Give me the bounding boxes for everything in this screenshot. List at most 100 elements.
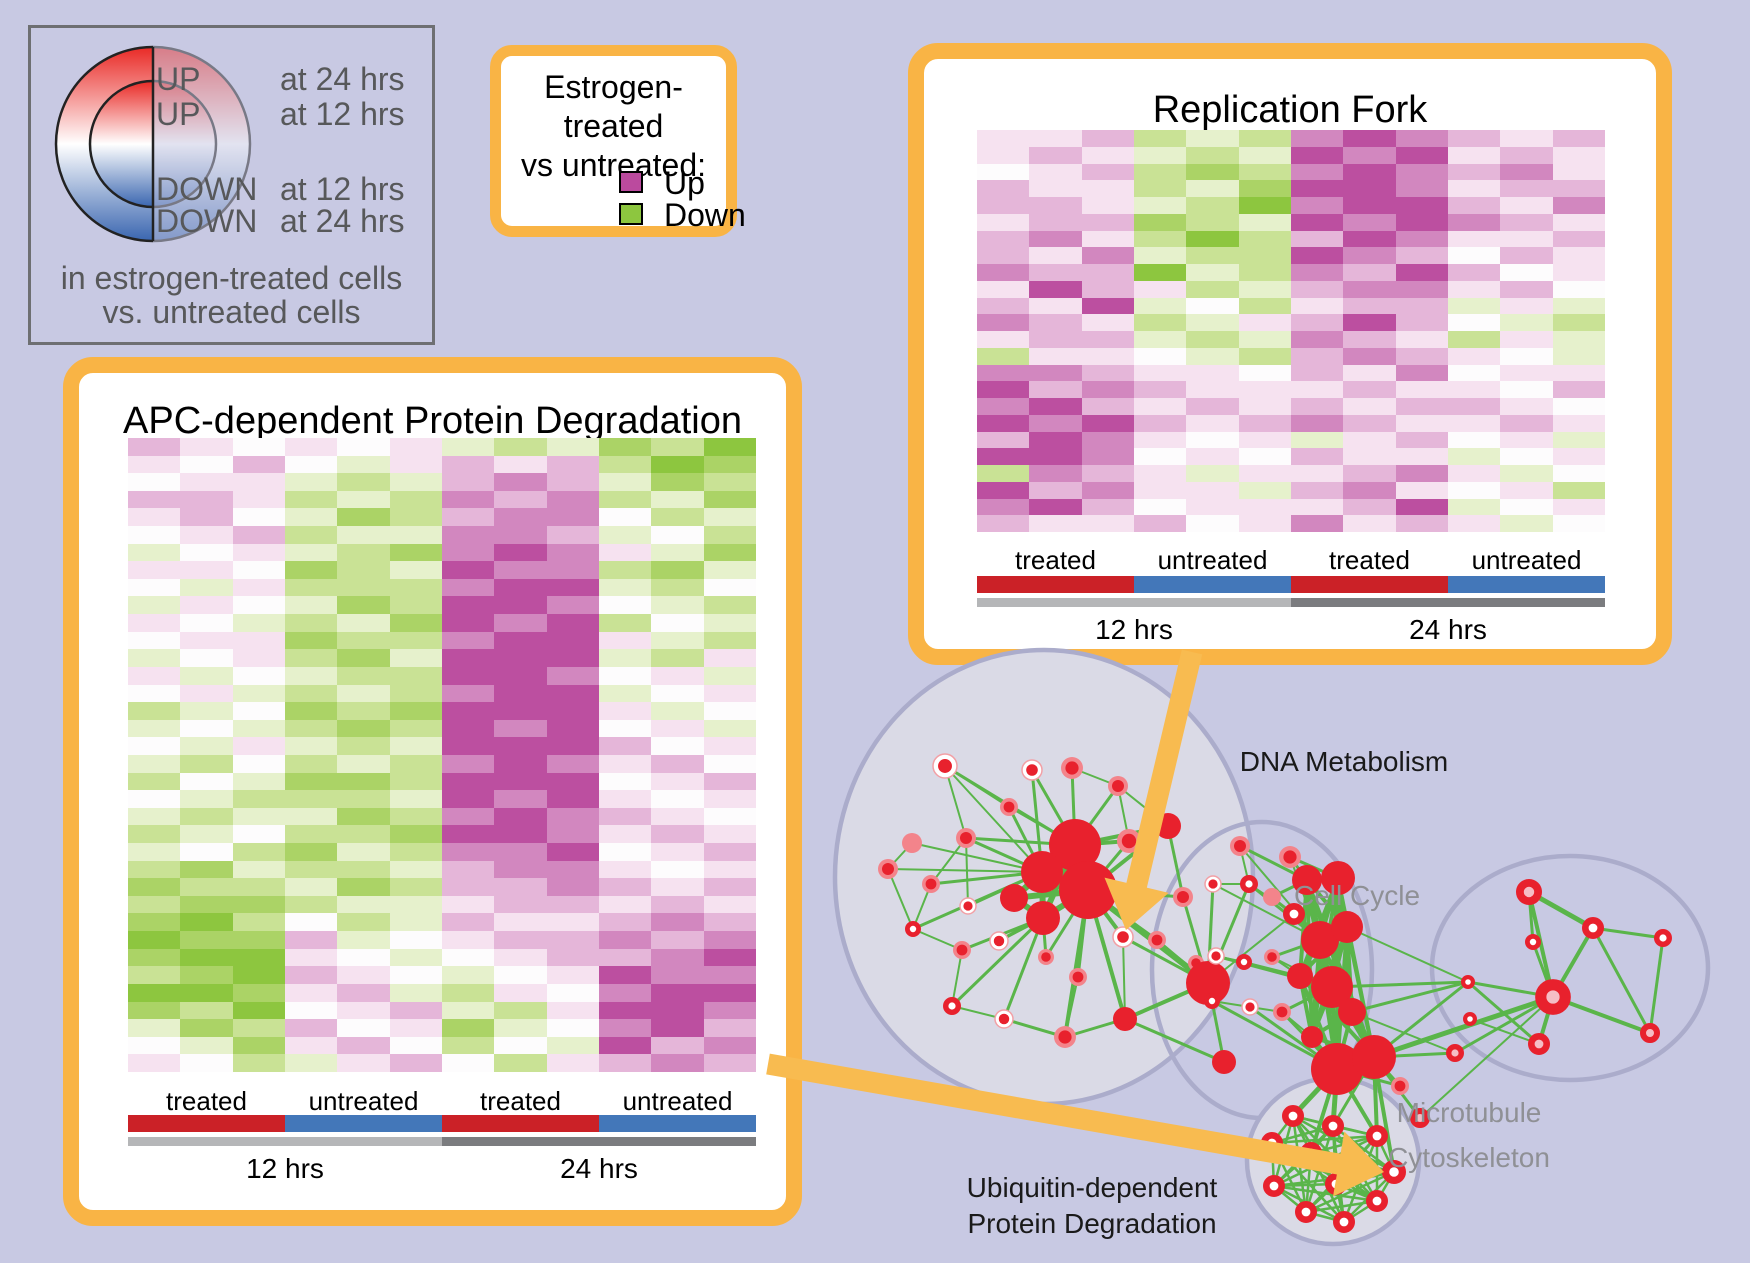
heatmap-cell	[651, 702, 704, 720]
gene-node	[1516, 879, 1543, 906]
heatmap-cell	[651, 561, 704, 579]
heatmap-cell	[1500, 280, 1553, 298]
heatmap-cell	[128, 596, 181, 615]
heatmap-cell	[337, 719, 390, 738]
heatmap-cell	[232, 1001, 285, 1020]
edge-line	[1206, 883, 1251, 984]
heatmap-cell	[180, 508, 233, 527]
edge-line	[1310, 1151, 1395, 1174]
heatmap-cell	[441, 490, 495, 509]
heatmap-cell	[703, 684, 756, 703]
heatmap-cell	[598, 931, 652, 949]
heatmap-cell	[337, 737, 390, 755]
edge-line	[1281, 985, 1333, 1014]
edge-line	[1299, 974, 1333, 989]
heatmap-cell	[1029, 498, 1082, 516]
heatmap-cell	[1186, 130, 1239, 147]
heatmap-cell	[1238, 448, 1291, 465]
heatmap-cell	[494, 438, 547, 456]
heatmap-cell	[284, 473, 338, 491]
heatmap-cell	[232, 754, 285, 773]
time-label: at 12 hrs	[280, 96, 405, 132]
heatmap-cell	[337, 1019, 390, 1037]
heatmap-cell	[494, 719, 547, 738]
heatmap-cell	[1081, 364, 1134, 382]
heatmap-cell	[389, 649, 442, 667]
edge-line	[1305, 1210, 1345, 1224]
edge-line	[1345, 926, 1376, 1058]
edge-line	[1373, 994, 1554, 1060]
edge-line	[1298, 975, 1314, 1038]
edge-line	[1335, 1067, 1379, 1138]
gene-node	[1267, 952, 1277, 962]
edge-line	[1271, 1134, 1378, 1145]
heatmap-cell	[1186, 448, 1239, 465]
apc-panel-title: APC-dependent Protein Degradation	[123, 400, 742, 442]
edge-line	[1305, 1183, 1337, 1213]
heatmap-cell	[1290, 465, 1344, 482]
apc-heatmap	[128, 438, 756, 1072]
edge-line	[1007, 806, 1044, 873]
heatmap-cell	[337, 878, 390, 896]
heatmap-cell	[494, 649, 547, 667]
heatmap-cell	[1186, 381, 1239, 398]
edge-line	[1207, 913, 1295, 984]
heatmap-cell	[389, 508, 442, 527]
edge-line	[1086, 840, 1131, 891]
heatmap-cell	[441, 702, 495, 720]
heatmap-cell	[1395, 331, 1448, 348]
heatmap-cell	[1133, 498, 1187, 516]
edge-line	[1335, 1170, 1395, 1186]
heatmap-cell	[1186, 146, 1239, 164]
heatmap-cell	[598, 860, 652, 879]
heatmap-cell	[651, 719, 704, 738]
heatmap-cell	[494, 878, 547, 896]
heatmap-cell	[1343, 197, 1396, 214]
edge-line	[1073, 785, 1120, 846]
heatmap-cell	[1133, 264, 1187, 281]
heatmap-cell	[284, 1036, 338, 1055]
heatmap-cell	[598, 719, 652, 738]
heatmap-cell	[180, 931, 233, 949]
heatmap-cell	[977, 264, 1030, 281]
heatmap-cell	[703, 860, 756, 879]
heatmap-cell	[1343, 414, 1396, 432]
edge-line	[911, 842, 1043, 873]
heatmap-cell	[1081, 280, 1134, 298]
heatmap-cell	[1395, 381, 1448, 398]
edge-line	[1087, 888, 1158, 942]
heatmap-cell	[598, 772, 652, 791]
heatmap-cell	[232, 878, 285, 896]
gene-node	[1108, 776, 1128, 796]
heatmap-cell	[598, 913, 652, 932]
heatmap-cell	[977, 280, 1030, 298]
heatmap-cell	[1238, 247, 1291, 264]
edge-line	[1086, 889, 1127, 1020]
heatmap-cell	[232, 1036, 285, 1055]
heatmap-cell	[703, 702, 756, 720]
edge-line	[1040, 869, 1090, 893]
heatmap-cell	[494, 807, 547, 826]
heatmap-cell	[128, 719, 181, 738]
heatmap-cell	[1081, 213, 1134, 231]
heatmap-cell	[389, 860, 442, 879]
edge-line	[965, 836, 1043, 874]
heatmap-cell	[703, 790, 756, 808]
heatmap-cell	[1081, 146, 1134, 164]
edge-line	[1291, 1115, 1313, 1154]
edge-line	[1124, 981, 1209, 1021]
leader-arrow-head	[1332, 1131, 1384, 1197]
gene-node	[1212, 1050, 1236, 1074]
heatmap-cell	[284, 561, 338, 579]
heatmap-cell	[1081, 498, 1134, 516]
heatmap-cell	[546, 508, 599, 527]
edge-line	[1343, 1171, 1395, 1223]
heatmap-cell	[389, 895, 442, 914]
heatmap-cell	[1029, 465, 1082, 482]
heatmap-cell	[546, 719, 599, 738]
heatmap-cell	[546, 455, 599, 474]
heatmap-cell	[1500, 146, 1553, 164]
edge-line	[1249, 1006, 1283, 1013]
heatmap-cell	[598, 895, 652, 914]
edge-line	[1351, 980, 1469, 1014]
